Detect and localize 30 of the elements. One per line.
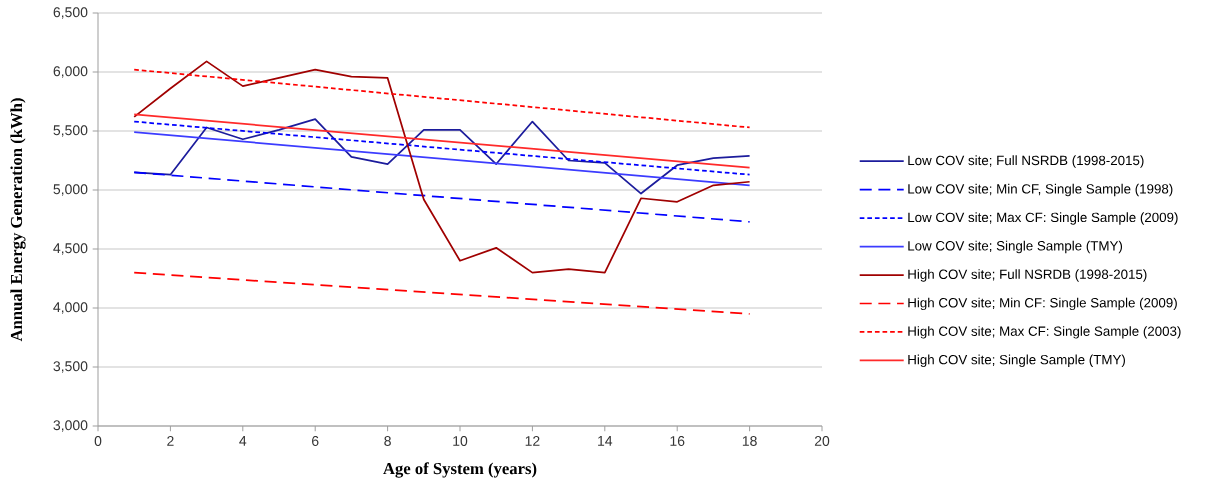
x-tick-label: 14 <box>598 436 613 446</box>
y-tick-label: 4,000 <box>53 302 88 314</box>
legend-label: Low COV site; Min CF, Single Sample (1998) <box>908 183 1173 197</box>
y-tick-label: 3,500 <box>53 361 88 373</box>
legend-label: Low COV site; Max CF: Single Sample (2009) <box>908 212 1178 225</box>
y-tick-label: 3,000 <box>53 420 88 432</box>
legend-label: High COV site; Max CF: Single Sample (2003) <box>908 326 1181 339</box>
x-tick-label: 4 <box>239 436 247 446</box>
y-axis-title: Annual Energy Generation (kWh) <box>10 98 26 342</box>
line-series <box>133 60 751 274</box>
x-tick-label: 0 <box>94 436 102 446</box>
legend-label: High COV site; Min CF: Single Sample (2009) <box>908 297 1177 311</box>
y-tick-label: 4,500 <box>53 243 88 255</box>
legend-label: High COV site; Full NSRDB (1998-2015) <box>908 269 1147 282</box>
x-tick-label: 6 <box>312 436 319 446</box>
y-tick-label: 6,500 <box>53 7 88 19</box>
y-tick-label: 5,500 <box>53 125 88 137</box>
y-tick-label: 5,000 <box>53 184 88 196</box>
legend-label: Low COV site; Single Sample (TMY) <box>908 240 1123 254</box>
x-tick-label: 2 <box>167 436 174 446</box>
x-tick-label: 18 <box>742 436 757 446</box>
x-tick-label: 8 <box>384 436 391 446</box>
x-tick-label: 12 <box>525 436 540 446</box>
x-axis-title: Age of System (years) <box>383 462 537 478</box>
y-tick-label: 6,000 <box>53 66 88 78</box>
x-tick-label: 16 <box>670 436 685 446</box>
legend-label: Low COV site; Full NSRDB (1998-2015) <box>908 155 1144 168</box>
x-tick-label: 10 <box>453 436 468 446</box>
x-tick-label: 20 <box>814 436 830 446</box>
legend-label: High COV site; Single Sample (TMY) <box>908 354 1125 368</box>
